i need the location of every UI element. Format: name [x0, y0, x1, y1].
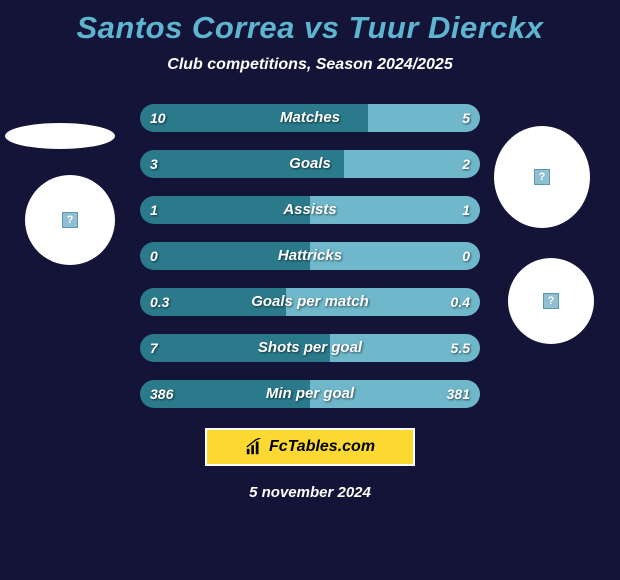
stat-row: 0 Hattricks 0: [140, 242, 480, 270]
stats-list: 10 Matches 5 3 Goals 2 1 Assists 1 0 Hat…: [140, 104, 480, 408]
comparison-date: 5 november 2024: [0, 484, 620, 501]
comparison-subtitle: Club competitions, Season 2024/2025: [0, 56, 620, 74]
stat-value-right: 0: [462, 242, 470, 270]
player-photo-placeholder-1: [5, 123, 115, 149]
comparison-title: Santos Correa vs Tuur Dierckx: [0, 0, 620, 46]
stat-value-right: 0.4: [451, 288, 470, 316]
stat-label: Assists: [140, 196, 480, 224]
stat-label: Matches: [140, 104, 480, 132]
stat-row: 1 Assists 1: [140, 196, 480, 224]
stat-value-right: 1: [462, 196, 470, 224]
stat-label: Shots per goal: [140, 334, 480, 362]
stat-label: Goals: [140, 150, 480, 178]
stat-row: 3 Goals 2: [140, 150, 480, 178]
stat-row: 0.3 Goals per match 0.4: [140, 288, 480, 316]
brand-badge[interactable]: FcTables.com: [205, 428, 415, 466]
stat-value-right: 5.5: [451, 334, 470, 362]
image-missing-icon: ?: [62, 212, 78, 228]
brand-name: FcTables.com: [269, 438, 375, 456]
image-missing-icon: ?: [534, 169, 550, 185]
chart-icon: [245, 438, 263, 456]
image-missing-icon: ?: [543, 293, 559, 309]
stat-row: 386 Min per goal 381: [140, 380, 480, 408]
player-photo-placeholder-4: ?: [508, 258, 594, 344]
stat-label: Goals per match: [140, 288, 480, 316]
stat-label: Min per goal: [140, 380, 480, 408]
player-photo-placeholder-3: ?: [494, 126, 590, 228]
stat-value-right: 5: [462, 104, 470, 132]
stat-value-right: 2: [462, 150, 470, 178]
stat-row: 10 Matches 5: [140, 104, 480, 132]
stat-label: Hattricks: [140, 242, 480, 270]
player-photo-placeholder-2: ?: [25, 175, 115, 265]
stat-row: 7 Shots per goal 5.5: [140, 334, 480, 362]
stat-value-right: 381: [447, 380, 470, 408]
